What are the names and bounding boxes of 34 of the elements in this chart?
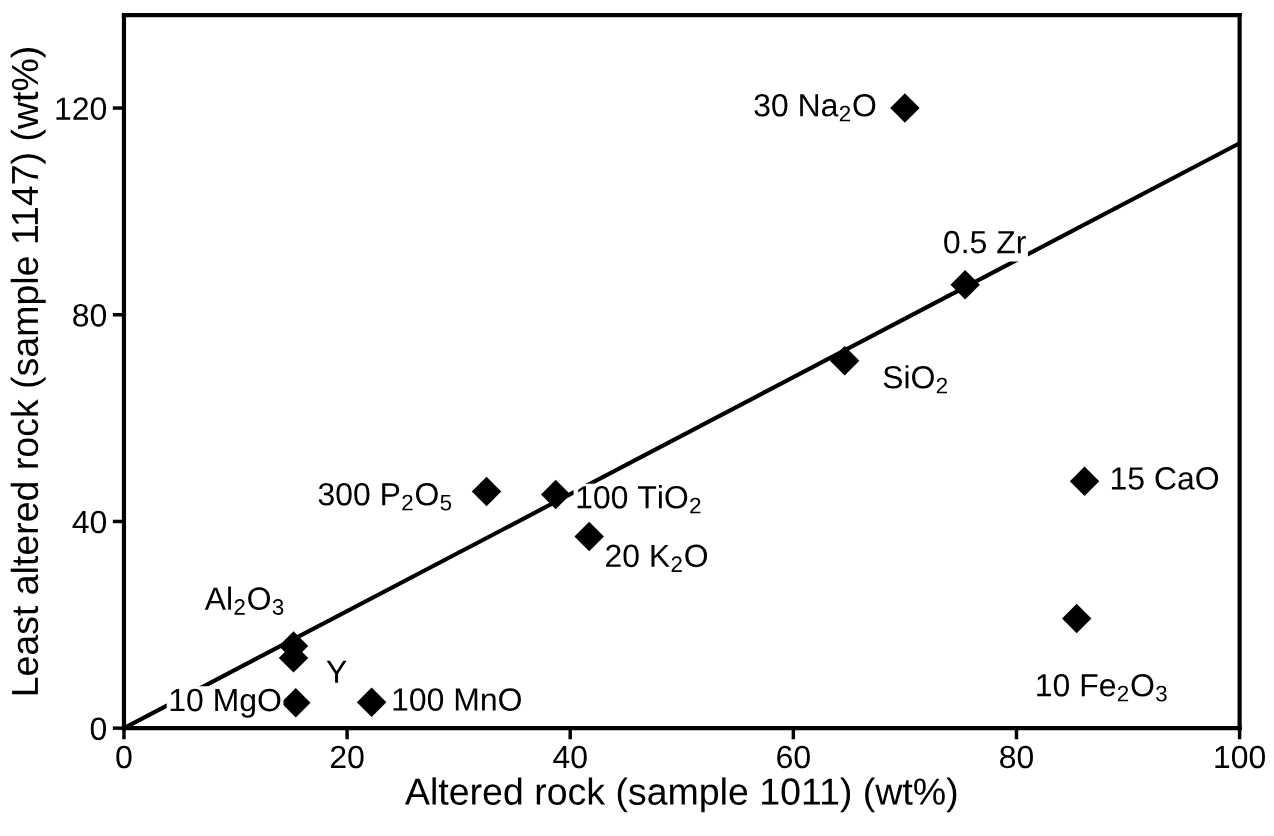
- annotation: 10 Fe$_{2}$O$_{3}$: [1037, 673, 1167, 702]
- point: [356, 687, 387, 718]
- x-tick-label: 20: [330, 745, 364, 769]
- point: [1069, 466, 1100, 496]
- annotation: 15 CaO: [1111, 467, 1219, 490]
- annotation: Y: [326, 660, 347, 683]
- annotation: Al$_{2}$O$_{3}$: [204, 586, 284, 615]
- x-tick-label: 60: [777, 745, 810, 769]
- annotation: 100 TiO$_{2}$: [577, 485, 701, 514]
- y-tick-label: 40: [72, 510, 107, 534]
- y-tick-label: 0: [90, 717, 107, 741]
- point: [1061, 603, 1092, 634]
- x-tick-label: 40: [553, 745, 587, 769]
- point: [950, 270, 980, 300]
- y-tick-label: 80: [73, 304, 107, 327]
- point: [829, 346, 860, 376]
- x-tick-label: 80: [1000, 745, 1033, 769]
- point: [281, 688, 311, 718]
- x-axis-title: Altered rock (sample 1011) (wt%): [405, 777, 957, 813]
- annotation: 20 K$_{2}$O: [606, 544, 708, 572]
- annotation: 300 P$_{2}$O$_{5}$: [318, 482, 452, 511]
- point: [890, 93, 920, 123]
- annotation: 100 MnO: [393, 688, 521, 711]
- point: [574, 521, 604, 552]
- annotation: 30 Na$_{2}$O: [754, 93, 876, 122]
- annotation: SiO$_{2}$: [883, 365, 948, 394]
- y-axis-title: Least altered rock (sample 1147) (wt%): [10, 48, 46, 695]
- point: [540, 479, 571, 510]
- point: [471, 476, 502, 507]
- x-tick-label: 0: [116, 745, 132, 769]
- x-tick-label: 100: [1215, 745, 1265, 769]
- y-tick-label: 120: [56, 97, 107, 120]
- annotation: 10 MgO: [170, 688, 281, 718]
- annotation: 0.5 Zr: [944, 230, 1026, 254]
